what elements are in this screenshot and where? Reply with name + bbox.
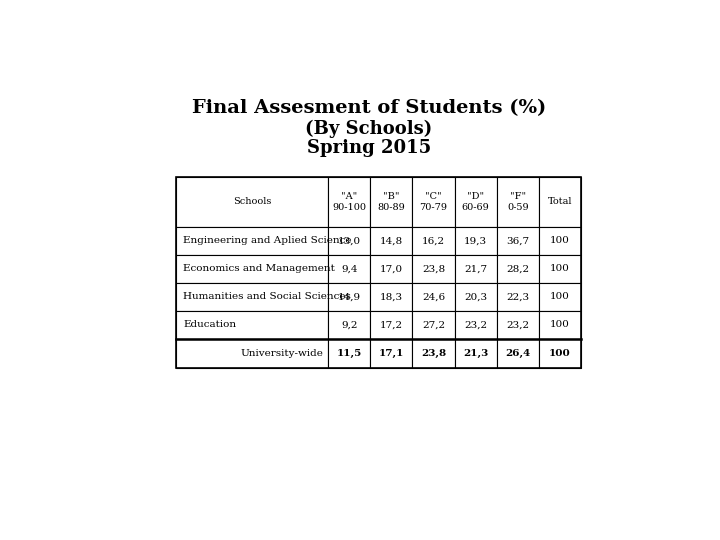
Text: Final Assesment of Students (%): Final Assesment of Students (%)	[192, 99, 546, 118]
Bar	[370, 227, 413, 255]
Text: "D"
60-69: "D" 60-69	[462, 192, 490, 212]
Text: 23,2: 23,2	[506, 320, 529, 329]
Text: "F"
0-59: "F" 0-59	[507, 192, 528, 212]
Text: Spring 2015: Spring 2015	[307, 139, 431, 157]
Text: 36,7: 36,7	[506, 237, 529, 245]
Bar	[454, 227, 497, 255]
Bar	[176, 227, 328, 255]
Bar	[328, 283, 370, 310]
Text: 16,2: 16,2	[422, 237, 445, 245]
Text: 19,3: 19,3	[464, 237, 487, 245]
Text: Schools: Schools	[233, 198, 271, 206]
Text: 18,3: 18,3	[380, 292, 403, 301]
Text: 20,3: 20,3	[464, 292, 487, 301]
Text: Humanities and Social Sciences: Humanities and Social Sciences	[183, 292, 351, 301]
Bar	[176, 283, 328, 310]
Text: 13,0: 13,0	[338, 237, 361, 245]
Text: 23,8: 23,8	[421, 349, 446, 358]
Bar	[370, 255, 413, 283]
Text: Economics and Management: Economics and Management	[183, 264, 335, 273]
Bar	[413, 255, 454, 283]
Text: Education: Education	[183, 320, 236, 329]
Text: 100: 100	[550, 237, 570, 245]
Bar	[328, 227, 370, 255]
Bar	[176, 255, 328, 283]
Text: Engineering and Aplied Science: Engineering and Aplied Science	[183, 237, 351, 245]
Text: 100: 100	[549, 349, 571, 358]
Bar	[328, 177, 370, 227]
Text: "B"
80-89: "B" 80-89	[377, 192, 405, 212]
Bar	[497, 227, 539, 255]
Bar	[328, 255, 370, 283]
Text: 28,2: 28,2	[506, 264, 529, 273]
Bar	[539, 339, 581, 368]
Bar	[176, 339, 328, 368]
Text: 17,1: 17,1	[379, 349, 404, 358]
Bar	[454, 339, 497, 368]
Bar	[454, 310, 497, 339]
Text: (By Schools): (By Schools)	[305, 120, 433, 138]
Bar	[413, 310, 454, 339]
Text: 100: 100	[550, 264, 570, 273]
Bar	[539, 310, 581, 339]
Text: 9,2: 9,2	[341, 320, 358, 329]
Text: 17,0: 17,0	[380, 264, 403, 273]
Text: 26,4: 26,4	[505, 349, 531, 358]
Text: University-wide: University-wide	[241, 349, 324, 358]
Text: 9,4: 9,4	[341, 264, 358, 273]
Bar	[454, 255, 497, 283]
Bar	[539, 283, 581, 310]
Bar	[539, 177, 581, 227]
Text: 22,3: 22,3	[506, 292, 529, 301]
Bar	[413, 227, 454, 255]
Text: 21,7: 21,7	[464, 264, 487, 273]
Text: 23,2: 23,2	[464, 320, 487, 329]
Bar	[413, 283, 454, 310]
Bar	[370, 283, 413, 310]
Bar	[176, 310, 328, 339]
Bar	[497, 255, 539, 283]
Bar	[497, 339, 539, 368]
Text: 14,8: 14,8	[380, 237, 403, 245]
Text: 11,5: 11,5	[337, 349, 362, 358]
Bar	[370, 177, 413, 227]
Text: "C"
70-79: "C" 70-79	[420, 192, 448, 212]
Bar	[497, 310, 539, 339]
Text: 100: 100	[550, 292, 570, 301]
Bar	[328, 339, 370, 368]
Bar	[454, 177, 497, 227]
Text: 100: 100	[550, 320, 570, 329]
Text: 17,2: 17,2	[380, 320, 403, 329]
Text: "A"
90-100: "A" 90-100	[332, 192, 366, 212]
Text: 21,3: 21,3	[463, 349, 488, 358]
Text: Total: Total	[548, 198, 572, 206]
Bar	[370, 339, 413, 368]
Bar	[413, 339, 454, 368]
Bar	[497, 283, 539, 310]
Text: 23,8: 23,8	[422, 264, 445, 273]
Text: 24,6: 24,6	[422, 292, 445, 301]
Bar	[454, 283, 497, 310]
Bar	[413, 177, 454, 227]
Bar	[497, 177, 539, 227]
Bar	[370, 310, 413, 339]
Bar	[539, 255, 581, 283]
Bar	[539, 227, 581, 255]
Text: 27,2: 27,2	[422, 320, 445, 329]
Text: 14,9: 14,9	[338, 292, 361, 301]
Bar	[328, 310, 370, 339]
